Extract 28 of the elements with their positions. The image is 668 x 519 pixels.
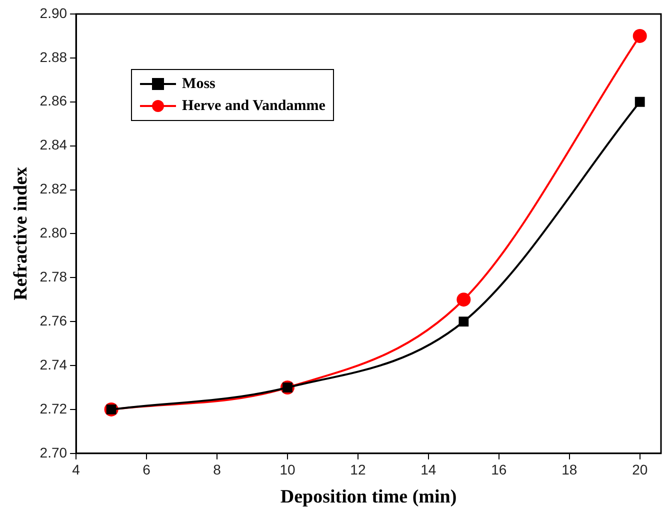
- y-axis-title: Refractive index: [10, 166, 32, 300]
- x-tick-label: 12: [350, 462, 366, 478]
- legend-label: Moss: [182, 76, 216, 92]
- x-tick-label: 18: [562, 462, 578, 478]
- y-tick-label: 2.84: [40, 136, 68, 153]
- legend-label: Herve and Vandamme: [182, 98, 326, 114]
- x-tick-label: 10: [280, 462, 296, 478]
- x-tick-label: 4: [72, 462, 80, 478]
- x-tick-label: 14: [420, 462, 436, 478]
- x-tick-label: 20: [632, 462, 648, 478]
- y-tick-label: 2.88: [40, 48, 68, 65]
- point: [456, 292, 471, 307]
- point: [632, 28, 647, 43]
- y-tick-label: 2.82: [40, 180, 68, 197]
- y-tick-label: 2.78: [40, 268, 68, 284]
- y-tick-label: 2.74: [40, 356, 68, 372]
- y-tick-label: 2.90: [40, 4, 68, 21]
- x-tick-label: 6: [142, 462, 151, 478]
- y-tick-label: 2.70: [40, 444, 68, 460]
- y-tick-label: 2.72: [40, 400, 68, 416]
- point: [634, 96, 645, 107]
- x-axis-title: Deposition time (min): [280, 486, 457, 508]
- x-tick-label: 8: [213, 462, 222, 478]
- point: [458, 316, 469, 327]
- y-tick-label: 2.76: [40, 312, 68, 328]
- y-tick-label: 2.86: [40, 92, 68, 109]
- x-tick-label: 16: [491, 462, 507, 478]
- y-tick-label: 2.80: [40, 224, 68, 241]
